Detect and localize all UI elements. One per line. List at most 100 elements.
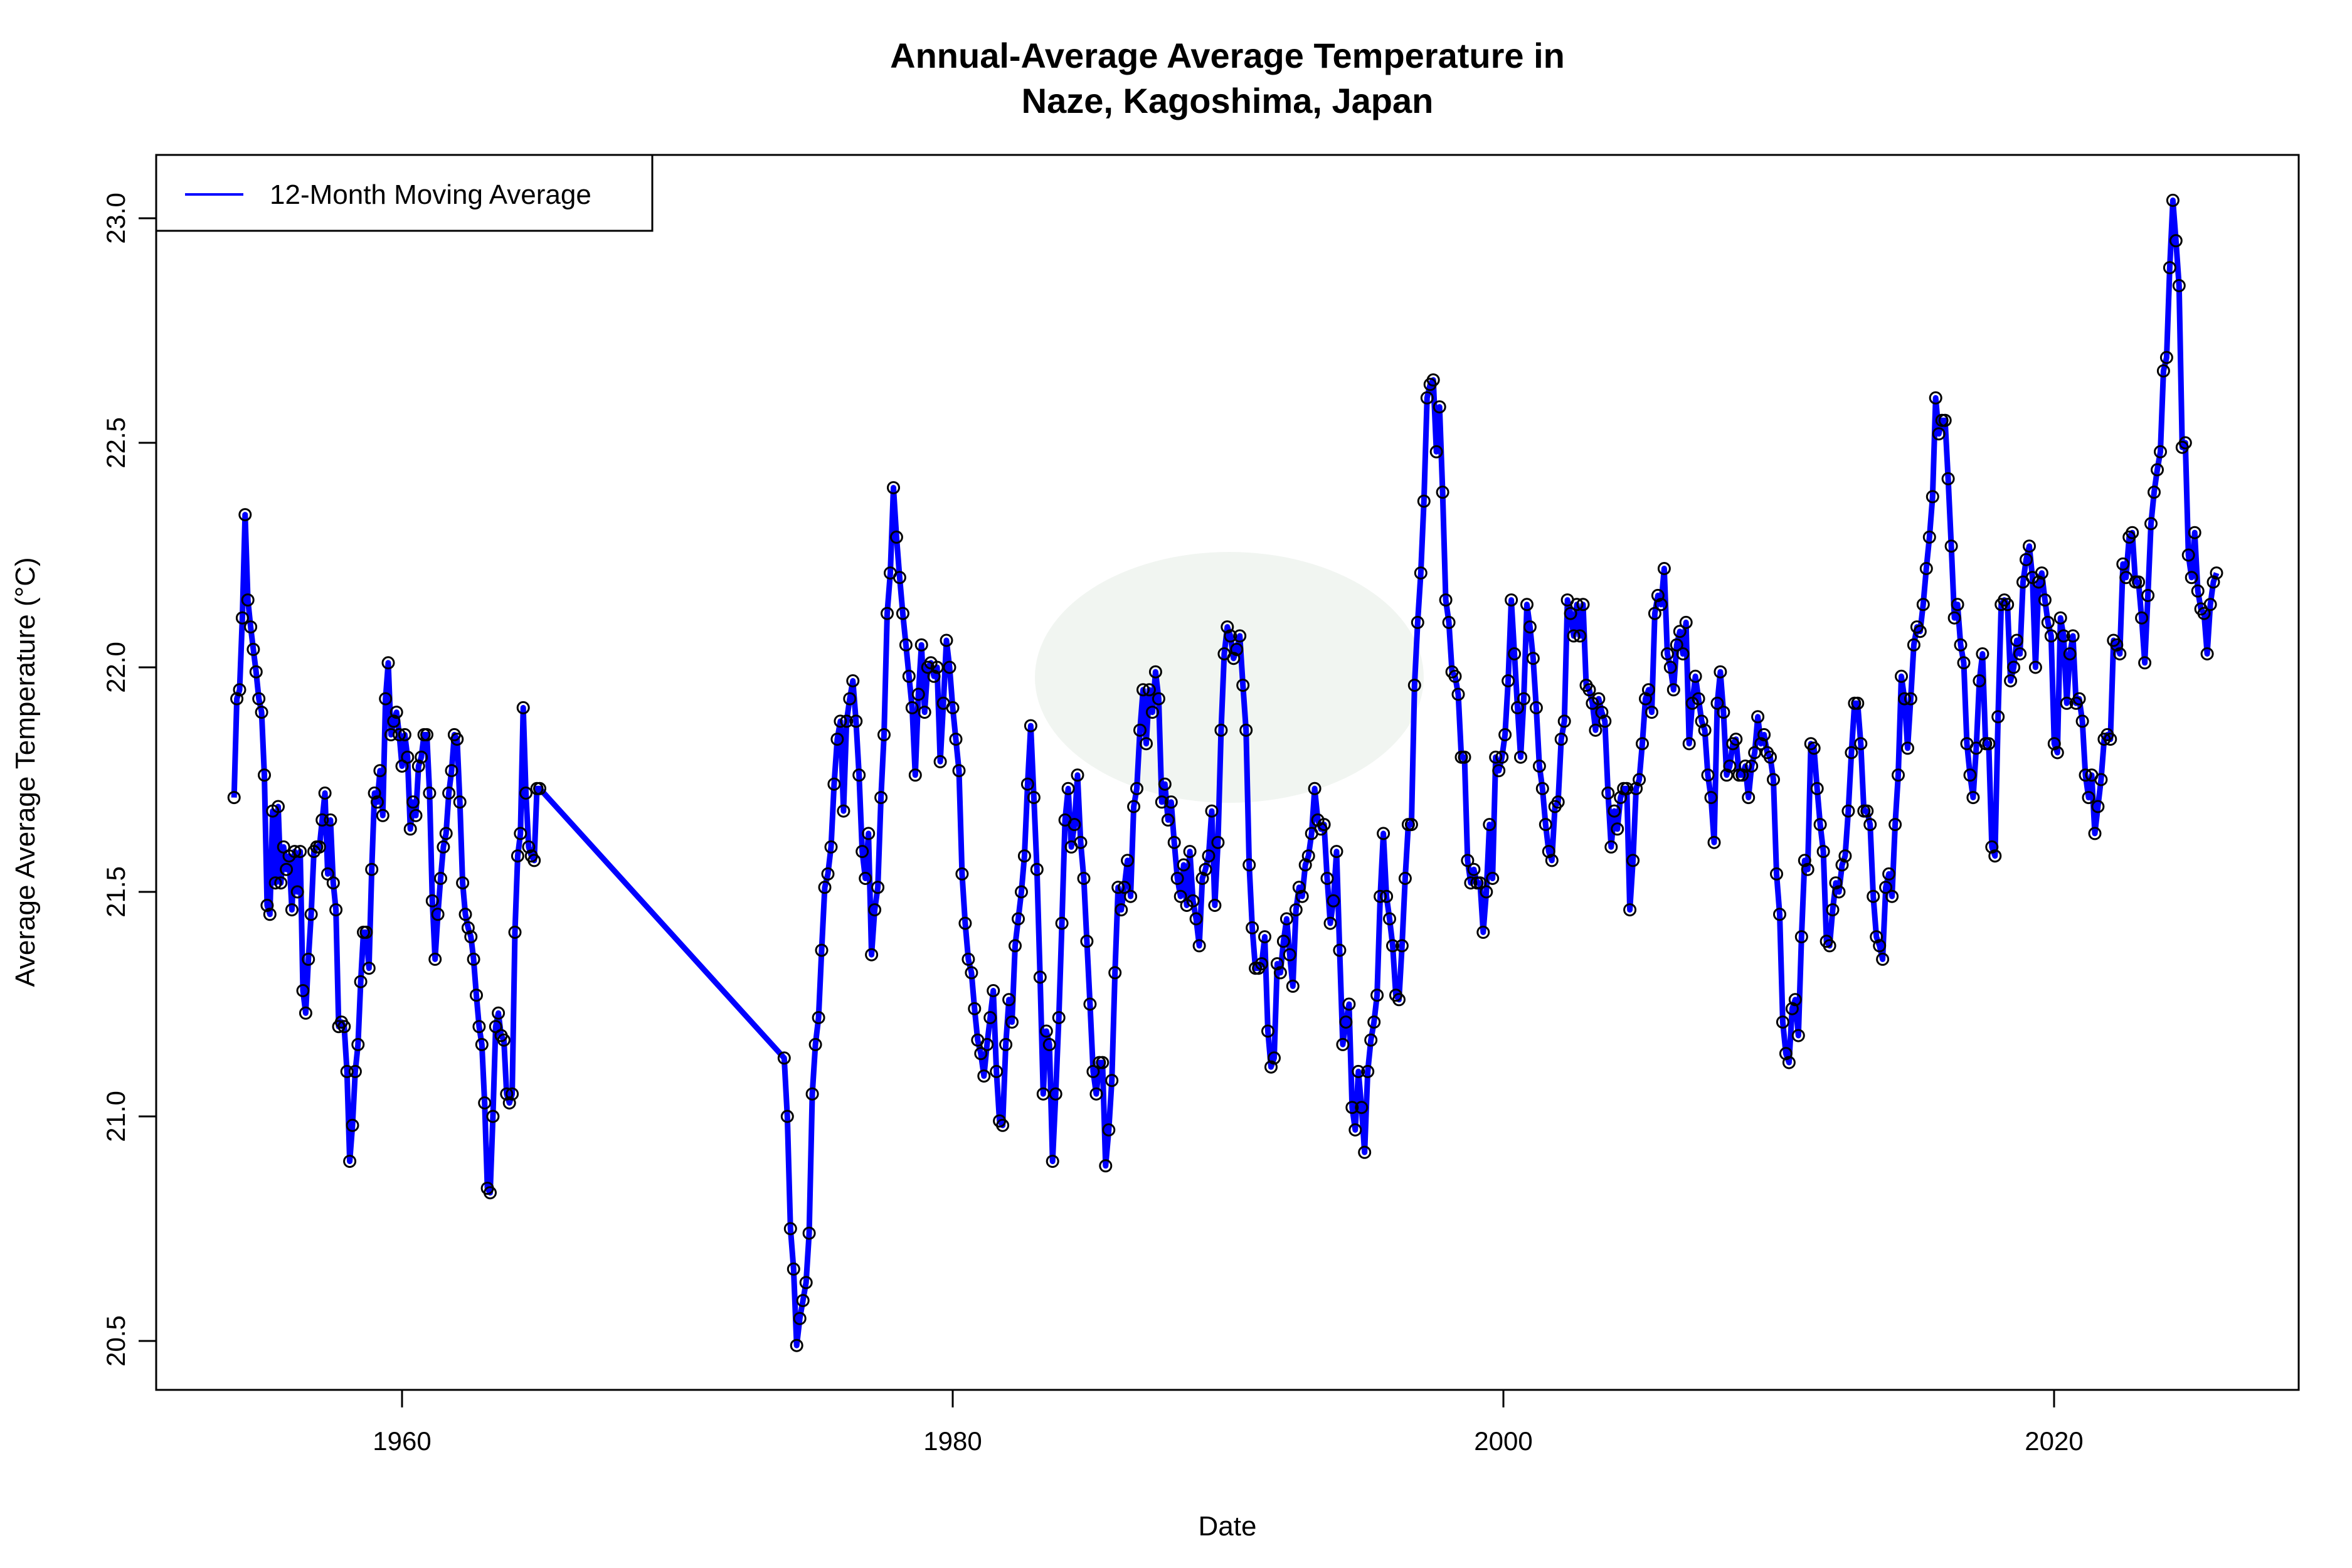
data-point	[918, 706, 931, 719]
data-point	[1105, 1074, 1119, 1088]
data-point	[1492, 764, 1506, 778]
data-point	[952, 764, 966, 778]
data-point	[1164, 795, 1178, 809]
data-point	[1773, 908, 1786, 921]
data-point	[1195, 872, 1209, 885]
data-point	[1189, 912, 1203, 926]
data-point	[249, 665, 263, 679]
data-point	[1973, 674, 1986, 687]
data-point	[1904, 692, 1917, 706]
data-point	[519, 787, 532, 800]
data-point	[1595, 706, 1609, 719]
data-point	[1916, 598, 1930, 612]
data-point	[1486, 872, 1500, 885]
data-point	[475, 1037, 489, 1051]
data-point	[1436, 485, 1449, 499]
data-point	[1136, 683, 1150, 697]
data-point	[258, 768, 271, 782]
data-point	[2116, 557, 2130, 571]
data-point	[2072, 692, 2086, 706]
data-point	[1080, 935, 1094, 948]
data-point	[874, 791, 888, 805]
data-point	[787, 1262, 800, 1276]
data-point	[1426, 373, 1440, 387]
data-point	[401, 750, 415, 764]
data-point	[1205, 804, 1219, 818]
data-point	[2178, 436, 2192, 450]
data-point	[840, 714, 854, 728]
data-point	[1352, 1064, 1365, 1078]
data-point	[1729, 733, 1743, 746]
data-point	[1642, 683, 1655, 697]
data-point	[2013, 647, 2027, 660]
data-point	[1002, 993, 1016, 1007]
data-point	[1342, 997, 1356, 1011]
data-point	[856, 845, 869, 859]
data-point	[2148, 485, 2161, 499]
data-point	[2185, 571, 2198, 585]
data-point	[450, 733, 464, 746]
data-point	[1370, 988, 1384, 1002]
data-point	[1870, 930, 1883, 944]
data-point	[830, 733, 844, 746]
data-point	[1327, 894, 1340, 908]
data-point	[1367, 1015, 1381, 1029]
data-point	[815, 943, 829, 957]
data-point	[987, 984, 1000, 997]
data-point	[1289, 903, 1303, 917]
data-point	[1901, 741, 1914, 755]
data-point	[930, 660, 944, 674]
data-point	[1161, 813, 1175, 827]
data-point	[1005, 1015, 1019, 1029]
data-point	[2156, 364, 2170, 378]
data-point	[241, 593, 255, 607]
data-point	[484, 1186, 497, 1200]
data-point	[1767, 773, 1780, 787]
data-point	[255, 706, 268, 719]
data-point	[1860, 804, 1874, 818]
data-point	[1508, 647, 1522, 660]
data-point	[1757, 728, 1771, 741]
data-point	[1086, 1064, 1100, 1078]
data-point	[1829, 876, 1843, 890]
data-point	[1199, 862, 1212, 876]
data-point	[458, 908, 472, 921]
data-point	[1192, 939, 1206, 953]
data-point	[318, 787, 332, 800]
data-point	[1867, 889, 1880, 903]
data-point	[1954, 638, 1968, 652]
data-point	[1523, 620, 1537, 634]
data-point	[1246, 921, 1259, 935]
data-point	[1448, 669, 1462, 683]
data-point	[492, 1006, 506, 1020]
data-point	[1155, 795, 1168, 809]
data-point	[1061, 781, 1075, 795]
data-point	[1682, 737, 1696, 751]
data-point	[1879, 881, 1893, 894]
data-point	[1776, 1015, 1789, 1029]
data-point	[1517, 692, 1530, 706]
data-point	[2206, 575, 2220, 589]
data-point	[1239, 723, 1253, 737]
data-point	[2010, 633, 2024, 647]
data-point	[1467, 862, 1481, 876]
data-point	[1374, 889, 1387, 903]
data-point	[1723, 760, 1737, 773]
data-point	[1227, 652, 1241, 665]
data-point	[2166, 193, 2180, 207]
data-point	[1380, 889, 1394, 903]
data-point	[472, 1020, 486, 1034]
data-point	[1892, 768, 1905, 782]
data-point	[1922, 530, 1936, 544]
data-point	[362, 961, 376, 975]
data-point	[827, 777, 841, 791]
data-point	[511, 849, 524, 863]
data-point	[1679, 615, 1693, 629]
x-axis-label: Date	[1199, 1511, 1257, 1542]
data-point	[818, 881, 832, 894]
data-point	[2001, 598, 2015, 612]
data-point	[974, 1047, 988, 1061]
data-point	[862, 827, 876, 840]
data-point	[1648, 607, 1661, 620]
data-point	[1221, 620, 1234, 634]
